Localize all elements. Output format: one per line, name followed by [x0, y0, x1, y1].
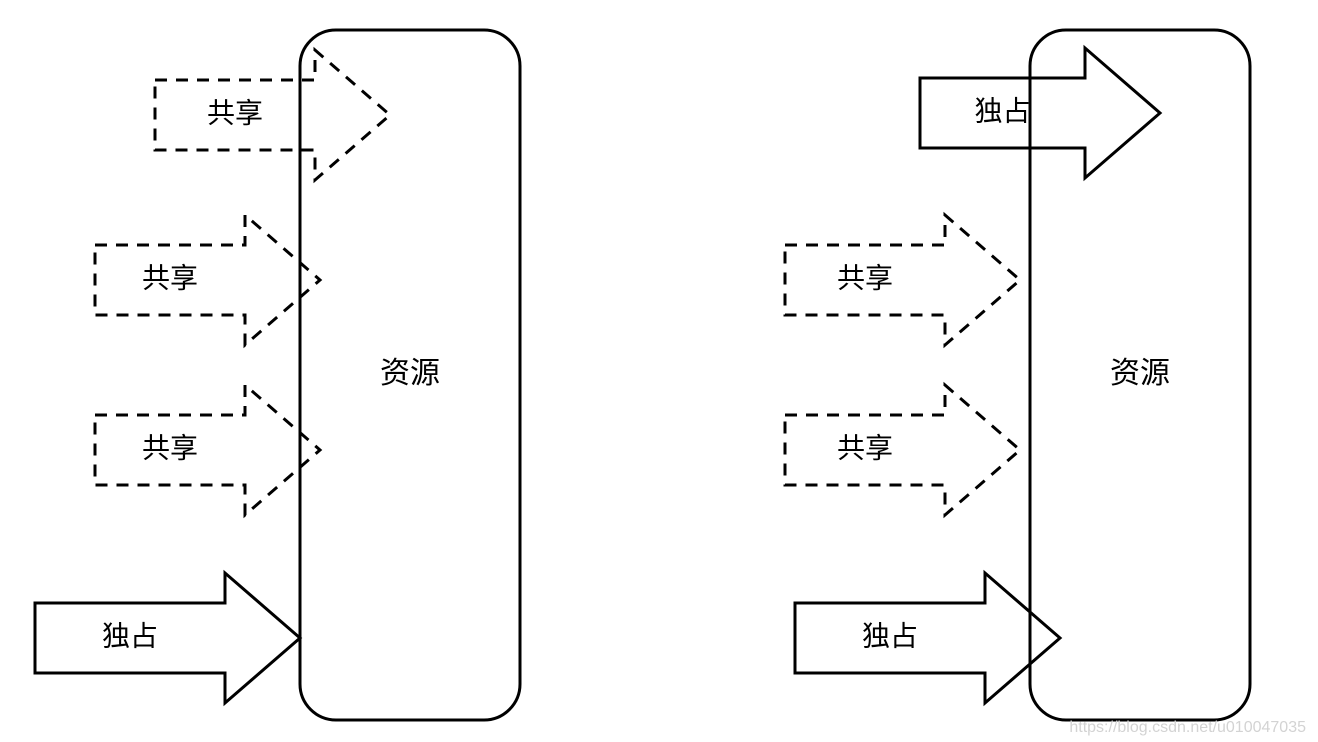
arrow-shape: [95, 215, 320, 345]
arrow-label: 独占: [862, 620, 918, 651]
arrow-label: 共享: [207, 97, 263, 128]
arrow-label: 独占: [974, 95, 1030, 126]
arrow-shape: [35, 573, 300, 703]
dashed-arrow-共享: 共享: [155, 50, 390, 180]
arrow-label: 共享: [142, 262, 198, 293]
resource-label: 资源: [1110, 357, 1170, 390]
solid-arrow-独占: 独占: [795, 573, 1060, 703]
diagram-canvas: 共享共享共享独占资源独占共享共享独占资源https://blog.csdn.ne…: [0, 0, 1318, 742]
dashed-arrow-共享: 共享: [785, 385, 1020, 515]
arrow-label: 共享: [837, 432, 893, 463]
arrow-shape: [795, 573, 1060, 703]
arrow-shape: [920, 48, 1160, 178]
arrow-shape: [785, 385, 1020, 515]
dashed-arrow-共享: 共享: [95, 215, 320, 345]
watermark-text: https://blog.csdn.net/u010047035: [1069, 719, 1306, 736]
arrow-label: 共享: [837, 262, 893, 293]
arrow-label: 共享: [142, 432, 198, 463]
arrow-shape: [785, 215, 1020, 345]
solid-arrow-独占: 独占: [35, 573, 300, 703]
resource-label: 资源: [380, 357, 440, 390]
dashed-arrow-共享: 共享: [95, 385, 320, 515]
dashed-arrow-共享: 共享: [785, 215, 1020, 345]
solid-arrow-独占: 独占: [920, 48, 1160, 178]
arrow-shape: [95, 385, 320, 515]
panel-left: 共享共享共享独占资源: [35, 30, 520, 720]
arrow-label: 独占: [102, 620, 158, 651]
panel-right: 独占共享共享独占资源: [785, 30, 1250, 720]
arrow-shape: [155, 50, 390, 180]
